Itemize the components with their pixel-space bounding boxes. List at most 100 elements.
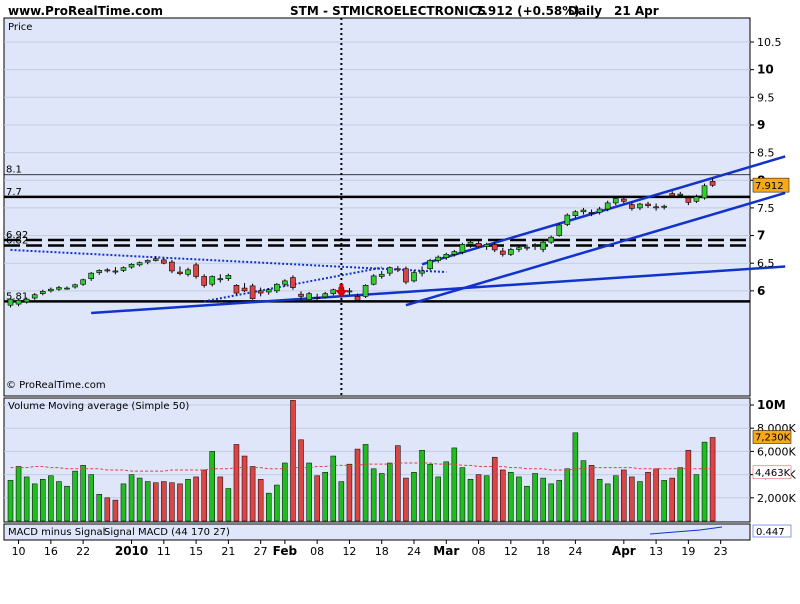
date-tick-label: 23 [714, 545, 728, 558]
candle [233, 285, 240, 294]
volume-bar [403, 477, 409, 522]
volume-bar [265, 492, 272, 522]
candle [112, 270, 119, 273]
date-tick-label: Feb [273, 544, 298, 558]
date-tick-label: 27 [254, 545, 268, 558]
macd-line [649, 526, 723, 535]
site-name[interactable]: www.ProRealTime.com [8, 4, 163, 18]
volume-bar [298, 439, 304, 522]
volume-bar [378, 473, 385, 522]
candle [7, 298, 14, 306]
volume-bar [677, 467, 684, 522]
volume-bar [153, 482, 159, 522]
price-tick-label: 10.5 [757, 36, 782, 49]
candle [185, 269, 191, 275]
volume-bar [169, 482, 175, 522]
volume-bar [144, 481, 151, 522]
date-tick-label: Mar [433, 544, 459, 558]
date-tick-label: 08 [310, 545, 324, 558]
candle [685, 197, 692, 203]
candle [48, 288, 54, 292]
volume-bar [548, 483, 554, 522]
trendline[interactable] [91, 265, 786, 315]
volume-bar [387, 462, 393, 522]
candle [39, 291, 46, 294]
candle [136, 262, 143, 266]
candle [290, 277, 296, 288]
trendline[interactable] [10, 248, 447, 274]
candle [653, 206, 659, 209]
volume-bar [56, 481, 62, 522]
volume-tick-label: 10M [757, 398, 786, 412]
candle [152, 258, 159, 261]
volume-bar [354, 448, 361, 522]
trendline[interactable] [421, 155, 786, 266]
candle [612, 198, 619, 204]
candle [104, 269, 111, 272]
volume-bar [443, 461, 450, 522]
volume-bar [637, 481, 643, 522]
candle [443, 254, 450, 258]
volume-bar [31, 483, 38, 522]
trendlines[interactable] [10, 155, 786, 315]
candle [193, 264, 199, 277]
date-axis: 10 16 22 2010 11 15 21 27 Feb 08 12 18 24 Mar 08 12 18 24… [12, 540, 728, 558]
candle [298, 293, 304, 297]
candle [540, 241, 546, 250]
candle [596, 208, 603, 213]
candle [144, 260, 151, 263]
date-tick-label: 15 [189, 545, 203, 558]
volume-bar [693, 474, 700, 522]
volume-bar [685, 449, 692, 522]
macd-line-legend: MACD (44 170 27) [138, 527, 230, 538]
volume-bar [459, 467, 466, 522]
candle [346, 290, 353, 293]
current-price-tag: 7.912 [752, 177, 790, 193]
macd-panel[interactable] [3, 523, 751, 541]
volume-bar [225, 488, 232, 522]
volume-ma-tag: 4,463K [752, 465, 792, 480]
volume-bars [7, 400, 716, 522]
candle [516, 247, 522, 250]
volume-bar [669, 477, 675, 522]
svg-text:7.912: 7.912 [755, 181, 784, 192]
candle [499, 250, 506, 255]
candle [72, 284, 78, 288]
candle [403, 268, 409, 283]
candle [693, 196, 700, 202]
candle [217, 278, 224, 281]
price-tick-label: 6 [757, 284, 765, 298]
candle [709, 181, 716, 186]
candle [265, 289, 272, 293]
volume-bar [645, 472, 651, 522]
volume-bar [653, 468, 659, 522]
candle [427, 260, 433, 270]
volume-bar [701, 441, 708, 522]
candle [669, 193, 676, 197]
price-panel[interactable] [3, 17, 751, 397]
macd-signal-legend: Signal [104, 527, 135, 538]
candle [483, 244, 490, 247]
date-tick-label: 12 [342, 545, 356, 558]
watermark: © ProRealTime.com [6, 380, 106, 391]
candle [23, 298, 30, 303]
volume-bar [290, 400, 296, 522]
candle [201, 276, 207, 286]
candle [451, 251, 458, 255]
candle [491, 244, 498, 251]
volume-bar [193, 476, 199, 522]
candle [564, 214, 571, 225]
date-tick-label: 2010 [115, 544, 148, 558]
price-change: 7.912 (+0.58%) [475, 4, 580, 18]
volume-bar [257, 478, 264, 522]
volume-bar [419, 449, 425, 522]
volume-bar [217, 476, 224, 522]
volume-bar [427, 463, 433, 522]
trendline[interactable] [405, 191, 786, 307]
candle [322, 293, 329, 298]
volume-bar [96, 494, 103, 522]
volume-bar [564, 468, 571, 522]
